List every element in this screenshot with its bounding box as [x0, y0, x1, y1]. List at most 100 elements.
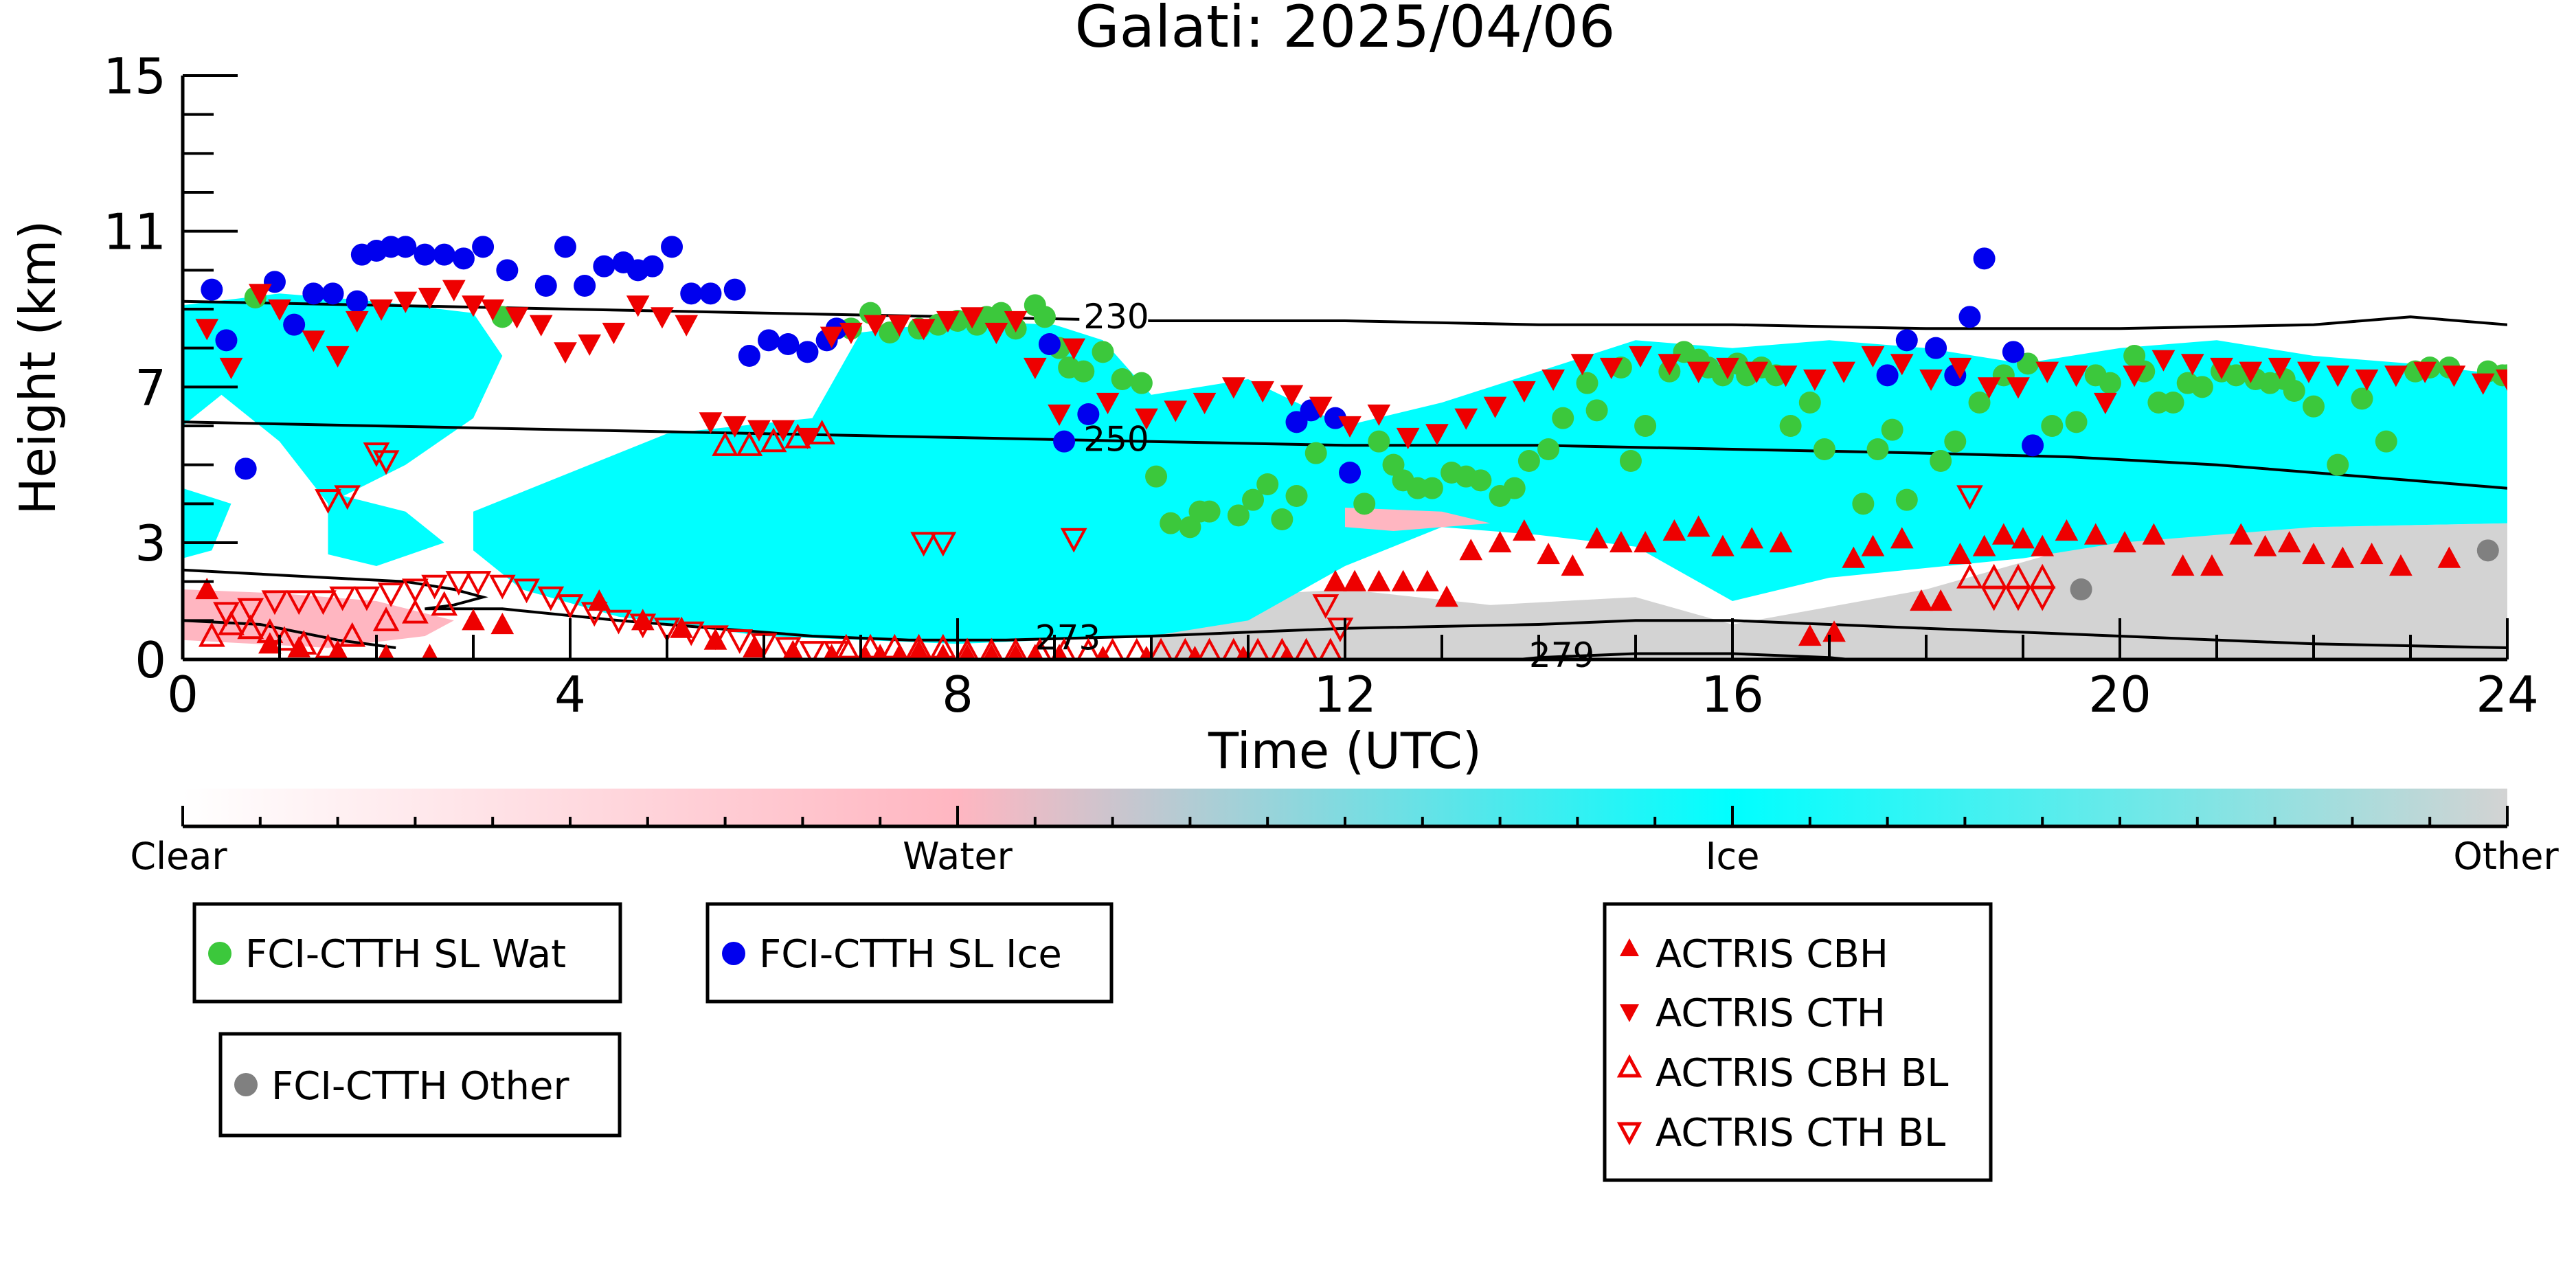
marker-actris-cth [1658, 354, 1682, 376]
marker-actris-cth [1948, 357, 1972, 380]
marker-fci-ctth-sl-wat [1285, 485, 1308, 507]
marker-actris-cth-bl [556, 594, 584, 619]
marker-actris-cth-bl [677, 621, 705, 646]
marker-actris-cbh [2083, 523, 2108, 545]
marker-actris-cth-bl [329, 586, 357, 611]
legend-label-fci-other: FCI-CTTH Other [271, 1064, 569, 1109]
marker-actris-cbh [1488, 530, 1512, 553]
marker-actris-cth [248, 284, 272, 306]
marker-actris-cth-bl [353, 586, 381, 611]
marker-fci-ctth-sl-wat [1145, 465, 1168, 488]
marker-actris-cbh-bl [881, 633, 908, 659]
marker-actris-cbh-bl [1173, 637, 1197, 659]
marker-actris-cbh [2302, 542, 2325, 565]
marker-actris-cth-bl [445, 571, 473, 596]
marker-fci-ctth-sl-ice [534, 275, 557, 297]
marker-fci-ctth-sl-ice [1324, 407, 1346, 429]
marker-actris-cbh-bl [1221, 637, 1245, 659]
marker-actris-cth [195, 319, 219, 341]
marker-actris-cbh-bl [402, 598, 429, 624]
marker-actris-cth-bl [750, 633, 778, 658]
marker-actris-cth [1367, 404, 1391, 427]
marker-actris-cbh [462, 609, 485, 631]
marker-actris-cbh [1343, 569, 1366, 591]
marker-actris-cth [675, 315, 699, 337]
marker-actris-cth [1599, 357, 1623, 380]
marker-fci-ctth-sl-wat [2065, 411, 2088, 433]
marker-fci-ctth-sl-wat [1304, 442, 1327, 464]
marker-fci-ctth-sl-ice [1077, 403, 1100, 425]
phase-region-ice [328, 492, 444, 566]
marker-actris-cbh-bl [736, 431, 763, 456]
marker-fci-ctth-sl-ice [699, 282, 722, 305]
legend-label-cth-bl: ACTRIS CTH BL [1656, 1111, 1945, 1155]
x-tick-label: 12 [1313, 666, 1377, 723]
marker-actris-cth-bl [1312, 594, 1340, 619]
marker-fci-ctth-sl-wat [990, 302, 1013, 324]
marker-fci-ctth-sl-ice [777, 333, 800, 355]
marker-actris-cth-bl [261, 590, 289, 615]
marker-actris-cth [1977, 377, 2001, 399]
marker-actris-cth [529, 315, 553, 337]
marker-fci-ctth-sl-ice [1339, 462, 1362, 484]
marker-actris-cbh [1585, 527, 1609, 549]
marker-actris-cth-bl [537, 586, 565, 611]
marker-actris-cth [1425, 424, 1449, 446]
legend-box [192, 902, 622, 1004]
marker-actris-cth [1570, 354, 1594, 376]
marker-actris-cth [1164, 400, 1188, 422]
marker-actris-cbh-bl [857, 633, 884, 659]
marker-actris-cth-bl [213, 602, 240, 627]
marker-actris-cbh [2437, 546, 2461, 568]
marker-fci-ctth-sl-wat [1469, 469, 1492, 492]
legend-label-cbh-bl: ACTRIS CBH BL [1656, 1051, 1948, 1096]
marker-actris-cbh [1324, 569, 1347, 591]
marker-actris-cbh [1972, 534, 1996, 556]
marker-actris-cth [2064, 365, 2088, 387]
marker-fci-ctth-sl-ice [1876, 364, 1899, 387]
marker-actris-cth [1629, 346, 1652, 368]
marker-fci-ctth-sl-wat [1517, 450, 1540, 472]
marker-actris-cth [2268, 357, 2292, 380]
marker-actris-cbh-bl [712, 431, 738, 456]
marker-actris-cth [2239, 361, 2263, 383]
marker-fci-ctth-sl-wat [1798, 392, 1821, 414]
marker-actris-cth-bl [1060, 528, 1087, 553]
marker-fci-ctth-sl-wat [1852, 493, 1875, 515]
marker-fci-ctth-sl-ice [1038, 333, 1061, 355]
marker-fci-ctth-sl-wat [2225, 364, 2248, 387]
marker-actris-cth [1062, 338, 1086, 360]
marker-fci-ctth-sl-wat [1619, 450, 1642, 472]
marker-actris-cbh [1798, 624, 1822, 646]
marker-actris-cbh-bl [256, 618, 284, 643]
marker-actris-cbh-bl [956, 637, 980, 659]
marker-actris-cth-bl [799, 641, 826, 659]
marker-actris-cth [771, 420, 795, 442]
marker-fci-ctth-sl-wat [1537, 438, 1560, 460]
marker-actris-cth [1096, 392, 1120, 415]
marker-fci-ctth-sl-wat [1968, 392, 1991, 414]
marker-actris-cth [1513, 381, 1536, 403]
marker-actris-cbh [1537, 542, 1560, 565]
marker-actris-cth-bl [580, 602, 608, 627]
colorbar-ticks [181, 806, 2509, 826]
marker-actris-cbh-bl [198, 622, 225, 647]
marker-actris-cbh-bl [1004, 637, 1028, 659]
marker-actris-cth [1861, 346, 1885, 368]
legend-label-cbh: ACTRIS CBH [1656, 932, 1888, 977]
marker-actris-cbh [327, 640, 348, 659]
marker-fci-ctth-sl-wat [1092, 341, 1114, 363]
marker-actris-cth [2123, 365, 2146, 387]
marker-fci-ctth-sl-ice [414, 243, 436, 266]
marker-actris-cth [1483, 396, 1507, 418]
marker-fci-ctth-sl-wat [2191, 376, 2213, 398]
marker-actris-cth [912, 319, 936, 341]
marker-fci-ctth-sl-ice [346, 290, 368, 313]
marker-actris-cth-bl [421, 574, 448, 600]
marker-actris-cbh [1991, 523, 2015, 545]
marker-fci-ctth-sl-wat [1353, 493, 1376, 515]
marker-actris-cbh [2055, 519, 2079, 541]
marker-actris-cth-bl [2004, 586, 2032, 611]
marker-actris-cth-bl [702, 625, 729, 651]
legend-actris: ACTRIS CBH ACTRIS CTH ACTRIS CBH BL ACTR… [1603, 902, 1993, 1182]
